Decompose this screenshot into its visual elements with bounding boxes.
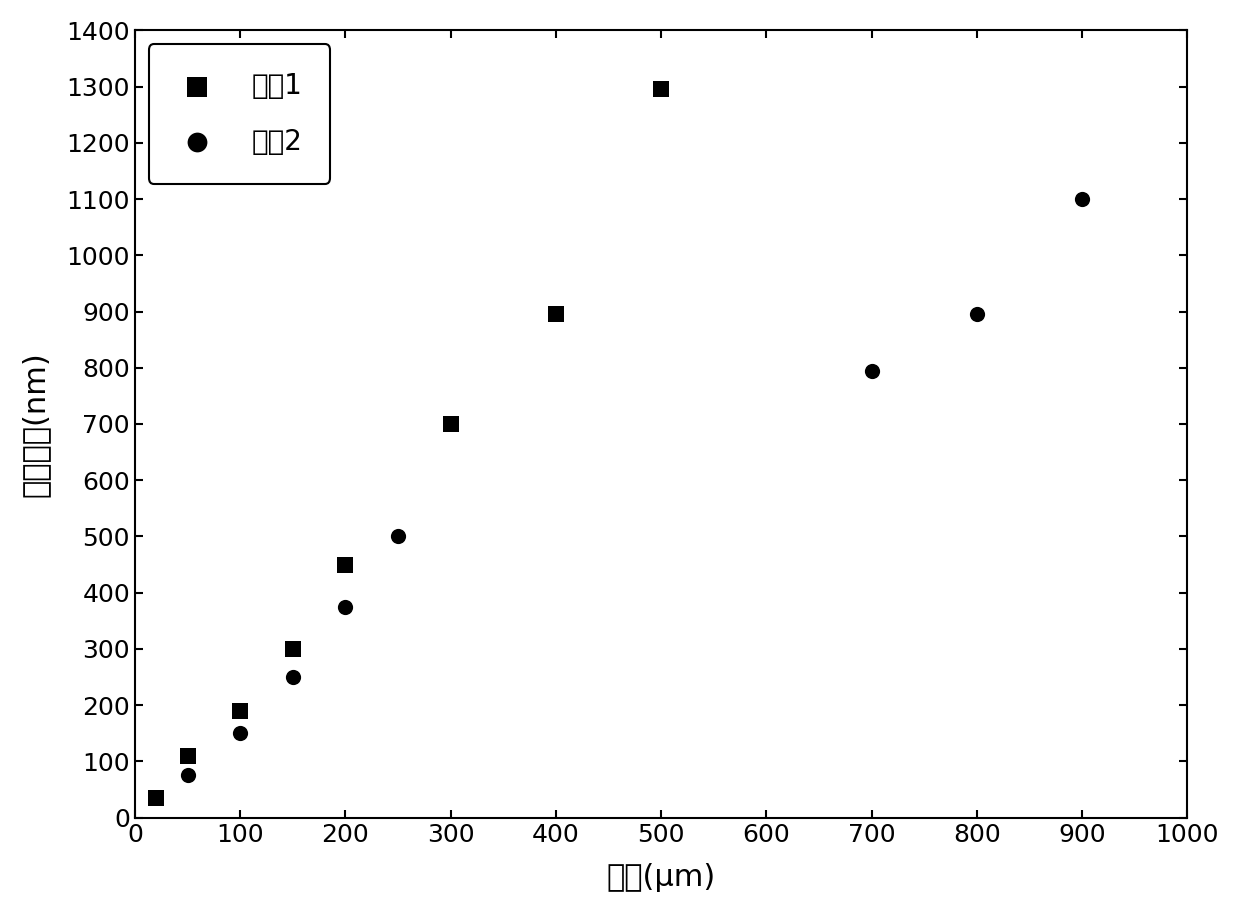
- 试样1: [146, 791, 166, 805]
- Legend: 试样1, 试样2: 试样1, 试样2: [149, 44, 330, 184]
- 试样1: [177, 749, 197, 763]
- 试样2: [231, 726, 250, 740]
- 试样1: [546, 307, 565, 321]
- 试样1: [231, 704, 250, 719]
- X-axis label: 深度(μm): 深度(μm): [606, 863, 715, 892]
- 试样2: [177, 768, 197, 782]
- 试样2: [283, 670, 303, 685]
- 试样1: [440, 416, 460, 431]
- Y-axis label: 晶粒尺寸(nm): 晶粒尺寸(nm): [21, 352, 50, 497]
- 试样1: [283, 642, 303, 656]
- 试样2: [862, 363, 882, 378]
- 试样1: [651, 82, 671, 97]
- 试样2: [336, 600, 356, 614]
- 试样2: [967, 307, 987, 321]
- 试样2: [1073, 192, 1092, 206]
- 试样2: [388, 530, 408, 544]
- 试样1: [336, 557, 356, 572]
